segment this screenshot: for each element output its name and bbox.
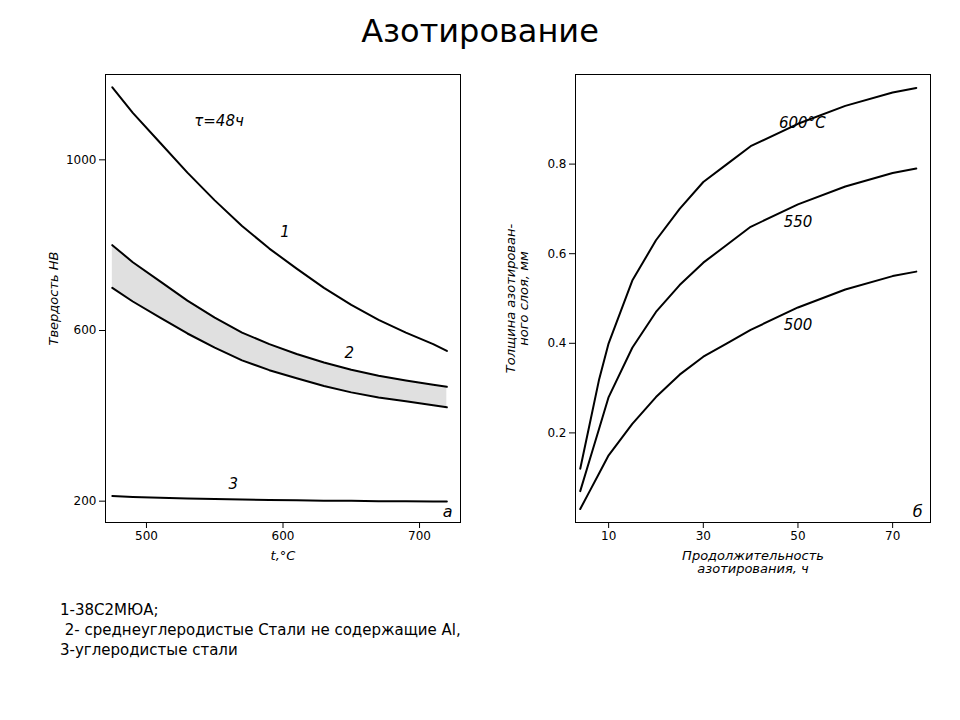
svg-text:τ=48ч: τ=48ч [194,112,244,130]
svg-text:600: 600 [272,529,295,543]
svg-text:70: 70 [885,529,900,543]
svg-text:Продолжительностьазотирования,: Продолжительностьазотирования, ч [682,548,824,576]
svg-text:600: 600 [74,323,97,337]
svg-text:30: 30 [696,529,711,543]
svg-text:600°С: 600°С [779,114,826,132]
svg-text:0.2: 0.2 [547,426,566,440]
svg-text:б: б [913,502,923,521]
svg-text:500: 500 [784,316,813,334]
svg-text:Твердость НВ: Твердость НВ [46,251,61,345]
svg-text:550: 550 [784,213,813,231]
svg-text:700: 700 [408,529,431,543]
svg-text:0.6: 0.6 [547,247,566,261]
svg-text:500: 500 [135,529,158,543]
svg-text:3: 3 [228,475,238,493]
html-text:Азотирование: Азотирование [361,12,599,50]
svg-text:10: 10 [601,529,616,543]
svg-text:1000: 1000 [66,153,97,167]
svg-text:2: 2 [344,344,354,362]
svg-text:0.8: 0.8 [547,157,566,171]
svg-text:а: а [443,502,453,521]
svg-text:50: 50 [790,529,805,543]
svg-text:0.4: 0.4 [547,336,566,350]
svg-text:200: 200 [74,494,97,508]
svg-text:t,°С: t,°С [271,548,297,563]
svg-text:1: 1 [280,223,290,241]
svg-text:Толщина азотирован-ного слоя,: Толщина азотирован-ного слоя, мм [503,224,531,374]
html-text:1-38С2МЮА; 2- среднеуглеродист: 1-38С2МЮА; 2- среднеуглеродистые Стали н… [60,601,461,659]
